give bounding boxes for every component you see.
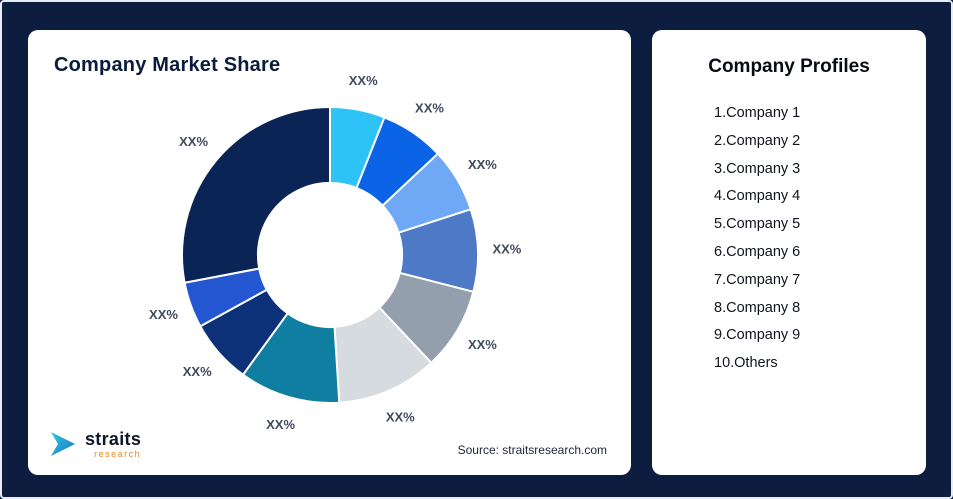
slice-label-4: XX% bbox=[492, 241, 521, 256]
slice-label-10: XX% bbox=[179, 134, 208, 149]
slice-label-7: XX% bbox=[266, 417, 295, 432]
slice-label-1: XX% bbox=[349, 73, 378, 88]
profiles-list: 1.Company 1 2.Company 2 3.Company 3 4.Compa… bbox=[652, 100, 926, 378]
source-attribution: Source: straitsresearch.com bbox=[457, 443, 607, 457]
logo-name: straits bbox=[85, 428, 142, 449]
market-share-card: Company Market Share XX% XX% XX% XX% XX% XX% X… bbox=[28, 30, 631, 475]
profile-list-item: 9.Company 9 bbox=[714, 327, 801, 344]
logo-arrow-icon bbox=[51, 432, 75, 456]
slice-label-9: XX% bbox=[149, 307, 178, 322]
profile-list-item: 10.Others bbox=[714, 355, 778, 372]
profile-list-item: 2.Company 2 bbox=[714, 132, 801, 149]
profile-list-item: 4.Company 4 bbox=[714, 188, 801, 205]
slice-label-2: XX% bbox=[415, 101, 444, 116]
donut-segment-10 bbox=[181, 105, 331, 284]
chart-title: Company Market Share bbox=[54, 54, 281, 76]
slice-label-5: XX% bbox=[468, 337, 497, 352]
slice-label-6: XX% bbox=[386, 409, 415, 424]
slice-label-3: XX% bbox=[468, 157, 497, 172]
logo-text: straits research bbox=[85, 430, 141, 459]
profile-list-item: 1.Company 1 bbox=[714, 105, 801, 121]
profile-list-item: 3.Company 3 bbox=[714, 160, 801, 177]
straits-research-logo: straits research bbox=[48, 429, 141, 459]
profile-list-item: 6.Company 6 bbox=[714, 243, 801, 260]
logo-subtext: research bbox=[94, 448, 142, 459]
company-profiles-card: Company Profiles 1.Company 1 2.Company 2 3… bbox=[652, 30, 926, 475]
profile-list-item: 5.Company 5 bbox=[714, 216, 801, 233]
profile-list-item: 7.Company 7 bbox=[714, 271, 801, 288]
profile-list-item: 8.Company 8 bbox=[714, 299, 801, 316]
slice-label-8: XX% bbox=[183, 364, 212, 379]
donut-chart: XX% XX% XX% XX% XX% XX% XX% XX% XX% XX% bbox=[149, 73, 522, 432]
profiles-title: Company Profiles bbox=[708, 56, 870, 77]
